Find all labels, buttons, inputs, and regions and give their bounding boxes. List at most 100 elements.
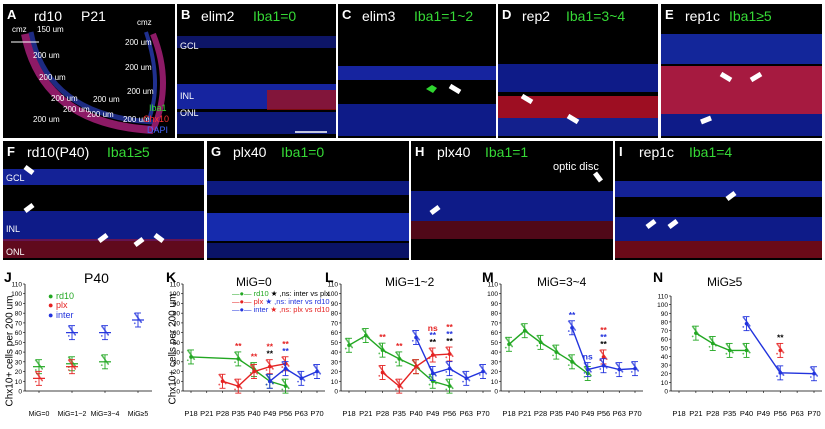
data-point-plx [72,365,75,368]
data-point-rd10 [101,355,104,358]
data-point-plx [220,375,222,378]
data-point-inter [282,362,284,365]
data-point-inter [136,315,139,318]
data-point-rd10 [250,363,253,365]
data-point-inter [621,370,624,373]
data-point-rd10 [435,382,437,385]
significance-mark: ** [379,332,386,342]
data-point-rd10 [235,353,238,356]
mean-point-plx [283,361,288,366]
data-point-rd10 [583,365,586,368]
data-point-rd10 [556,351,559,353]
distance-label: 200 um [33,51,60,60]
data-point-inter [744,318,746,321]
data-point-rd10 [692,326,695,329]
panel-letter-j: J [4,269,12,285]
data-point-rd10 [713,342,716,345]
data-point-rd10 [237,355,240,358]
x-tick-label: P63 [460,409,473,418]
data-point-inter [615,362,617,364]
data-point-rd10 [103,357,106,360]
data-point-rd10 [67,356,70,359]
data-point-inter [568,321,571,324]
data-point-plx [36,373,39,375]
data-point-rd10 [234,352,237,355]
data-point-plx [286,362,288,365]
data-point-inter [809,366,812,369]
data-point-plx [221,378,224,380]
data-point-rd10 [536,334,539,337]
data-point-rd10 [272,382,274,385]
data-point-inter [428,365,431,368]
mean-point-rd10 [585,371,590,376]
data-point-inter [485,372,488,375]
data-point-rd10 [744,346,747,349]
y-tick-label: 10 [661,380,669,387]
data-point-rd10 [381,347,384,349]
data-point-inter [618,366,621,369]
data-point-plx [380,367,382,370]
data-point-plx [428,357,431,360]
x-tick-label: P56 [774,409,787,418]
panel-e-iba1: Iba1≥5 [729,8,772,24]
data-point-plx [285,361,288,364]
data-point-rd10 [585,368,588,370]
data-point-rd10 [266,374,269,377]
data-point-rd10 [428,383,431,386]
data-point-rd10 [714,343,717,346]
data-point-plx [250,365,253,367]
data-point-inter [480,366,483,369]
x-tick-label: P40 [565,409,578,418]
series-line-rd10 [508,329,589,375]
data-point-plx [401,387,404,390]
data-point-plx [223,380,226,383]
x-tick-label: P21 [200,409,213,418]
data-point-inter [316,368,318,371]
data-point-inter [466,376,468,379]
data-point-inter [600,359,602,362]
data-point-rd10 [520,333,523,335]
data-point-rd10 [397,354,400,357]
data-point-inter [102,327,105,330]
chart-k-title: MiG=0 [236,275,272,289]
data-point-rd10 [748,351,751,354]
panel-letter-g: G [211,144,222,159]
data-point-inter [479,365,482,367]
data-point-plx [69,361,72,364]
significance-mark: ** [266,342,273,352]
data-point-rd10 [727,345,729,347]
mean-point-rd10 [507,342,511,347]
series-line-plx [222,363,286,387]
data-point-rd10 [39,365,42,368]
data-point-inter [303,379,306,382]
data-point-inter [297,380,299,383]
data-point-plx [780,349,783,352]
data-point-rd10 [726,344,729,346]
mean-point-rd10 [380,348,385,352]
data-point-plx [236,381,239,384]
data-point-rd10 [234,361,236,364]
significance-mark: ** [569,310,576,320]
data-point-rd10 [72,362,75,365]
data-point-rd10 [186,349,189,352]
series-line-plx [382,353,450,388]
data-point-plx [433,354,436,356]
data-point-rd10 [583,375,586,378]
data-point-plx [380,368,383,371]
data-point-rd10 [71,360,73,363]
data-point-rd10 [344,337,347,340]
data-point-rd10 [268,378,271,380]
data-point-rd10 [448,383,451,385]
series-line-inter [745,323,815,375]
panel-a-image: A rd10 P21 cmz 150 um cmz 200 um 200 um … [3,4,175,138]
data-point-inter [776,365,778,368]
panel-i-image: I rep1c Iba1=4 [615,141,822,260]
data-point-plx [68,360,71,363]
data-point-rd10 [362,329,365,331]
data-point-inter [301,377,304,380]
data-point-rd10 [349,344,352,347]
panel-letter-d: D [502,7,512,22]
data-point-inter [636,368,639,371]
data-point-rd10 [694,328,696,331]
data-point-plx [379,366,381,368]
